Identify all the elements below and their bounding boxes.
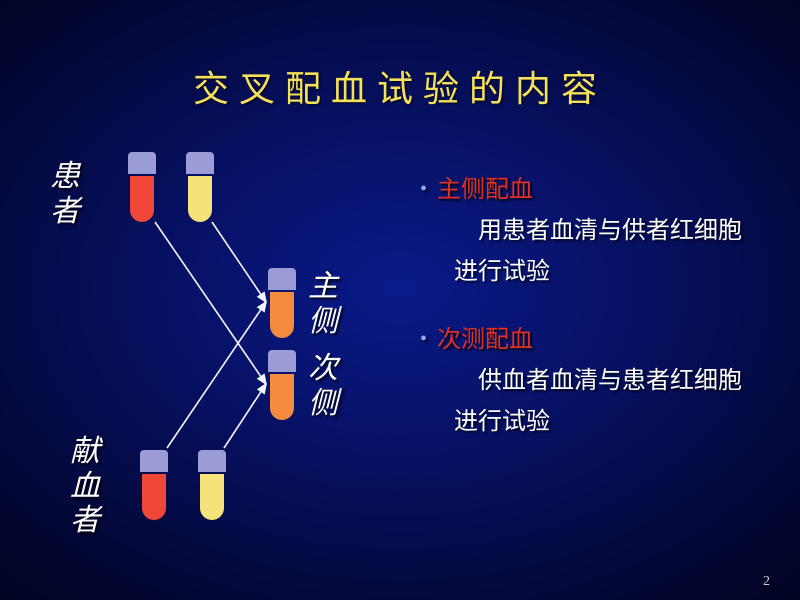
- slide-title: 交叉配血试验的内容: [0, 0, 800, 112]
- minor-heading: 次测配血: [420, 320, 760, 361]
- main-crossmatch-block: 主侧配血 用患者血清与供者红细胞进行试验: [420, 170, 760, 292]
- tube-2: [268, 268, 296, 338]
- tube-0: [128, 152, 156, 222]
- label-main: 主 侧: [308, 270, 338, 339]
- main-body: 用患者血清与供者红细胞进行试验: [454, 211, 760, 293]
- label-patient: 患 者: [50, 160, 80, 229]
- minor-body: 供血者血清与患者红细胞进行试验: [454, 361, 760, 443]
- tube-1: [186, 152, 214, 222]
- main-heading: 主侧配血: [420, 170, 760, 211]
- label-donor: 献 血 者: [70, 435, 100, 539]
- minor-crossmatch-block: 次测配血 供血者血清与患者红细胞进行试验: [420, 320, 760, 442]
- tube-3: [268, 350, 296, 420]
- tube-5: [198, 450, 226, 520]
- crossmatch-diagram: 患 者献 血 者 主 侧次 侧: [50, 150, 390, 570]
- text-content: 主侧配血 用患者血清与供者红细胞进行试验 次测配血 供血者血清与患者红细胞进行试…: [420, 170, 760, 471]
- page-number: 2: [763, 574, 770, 590]
- label-minor: 次 侧: [308, 352, 338, 421]
- tube-4: [140, 450, 168, 520]
